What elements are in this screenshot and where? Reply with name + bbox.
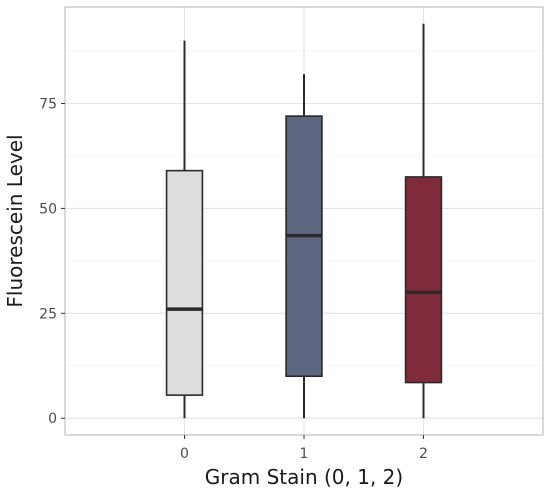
box-group	[285, 74, 323, 419]
x-tick-label: 2	[419, 446, 428, 462]
box	[165, 169, 204, 396]
box-group	[165, 40, 204, 419]
x-axis-title: Gram Stain (0, 1, 2)	[205, 465, 403, 489]
axis-ticks: 0 25 50 75 0 1 2	[39, 97, 428, 462]
x-tick-label: 0	[180, 446, 189, 462]
y-tick-label: 0	[48, 411, 57, 427]
y-tick-label: 50	[39, 201, 57, 217]
y-tick-label: 25	[39, 306, 57, 322]
box	[285, 115, 323, 378]
y-tick-label: 75	[39, 97, 57, 113]
box-group	[404, 23, 443, 419]
y-axis-title: Fluorescein Level	[3, 134, 27, 307]
box	[404, 176, 443, 384]
x-tick-label: 1	[300, 446, 309, 462]
boxes	[165, 23, 443, 419]
